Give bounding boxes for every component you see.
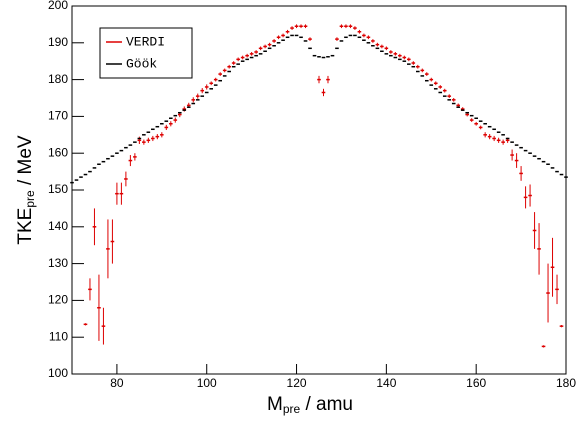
y-tick-label: 110	[49, 329, 68, 343]
x-label-sub: pre	[283, 402, 301, 416]
y-axis-label: TKEpre / MeV	[15, 135, 37, 245]
y-tick-label: 200	[48, 0, 68, 12]
y-tick-label: 150	[48, 182, 68, 196]
x-label-main: M	[267, 394, 283, 415]
legend-box	[99, 27, 193, 79]
y-label-main: TKE	[15, 208, 36, 245]
x-tick-label: 140	[376, 376, 396, 390]
y-tick-label: 170	[48, 109, 68, 123]
y-label-sub: pre	[23, 190, 37, 208]
x-tick-label: 100	[197, 376, 217, 390]
legend-text: VERDI	[126, 34, 165, 49]
x-tick-label: 160	[466, 376, 486, 390]
legend-text: Göök	[126, 56, 157, 71]
y-tick-label: 140	[48, 219, 68, 233]
y-tick-label: 120	[48, 293, 68, 307]
x-label-rest: / amu	[300, 394, 353, 415]
y-tick-label: 100	[48, 366, 68, 380]
x-tick-label: 80	[110, 376, 124, 390]
y-tick-label: 190	[48, 35, 68, 49]
y-label-rest: / MeV	[15, 135, 36, 190]
y-tick-label: 160	[48, 145, 68, 159]
x-tick-label: 120	[287, 376, 307, 390]
x-axis-label: Mpre / amu	[267, 394, 353, 416]
x-tick-label: 180	[556, 376, 576, 390]
y-tick-label: 130	[48, 256, 68, 270]
y-tick-label: 180	[48, 72, 68, 86]
